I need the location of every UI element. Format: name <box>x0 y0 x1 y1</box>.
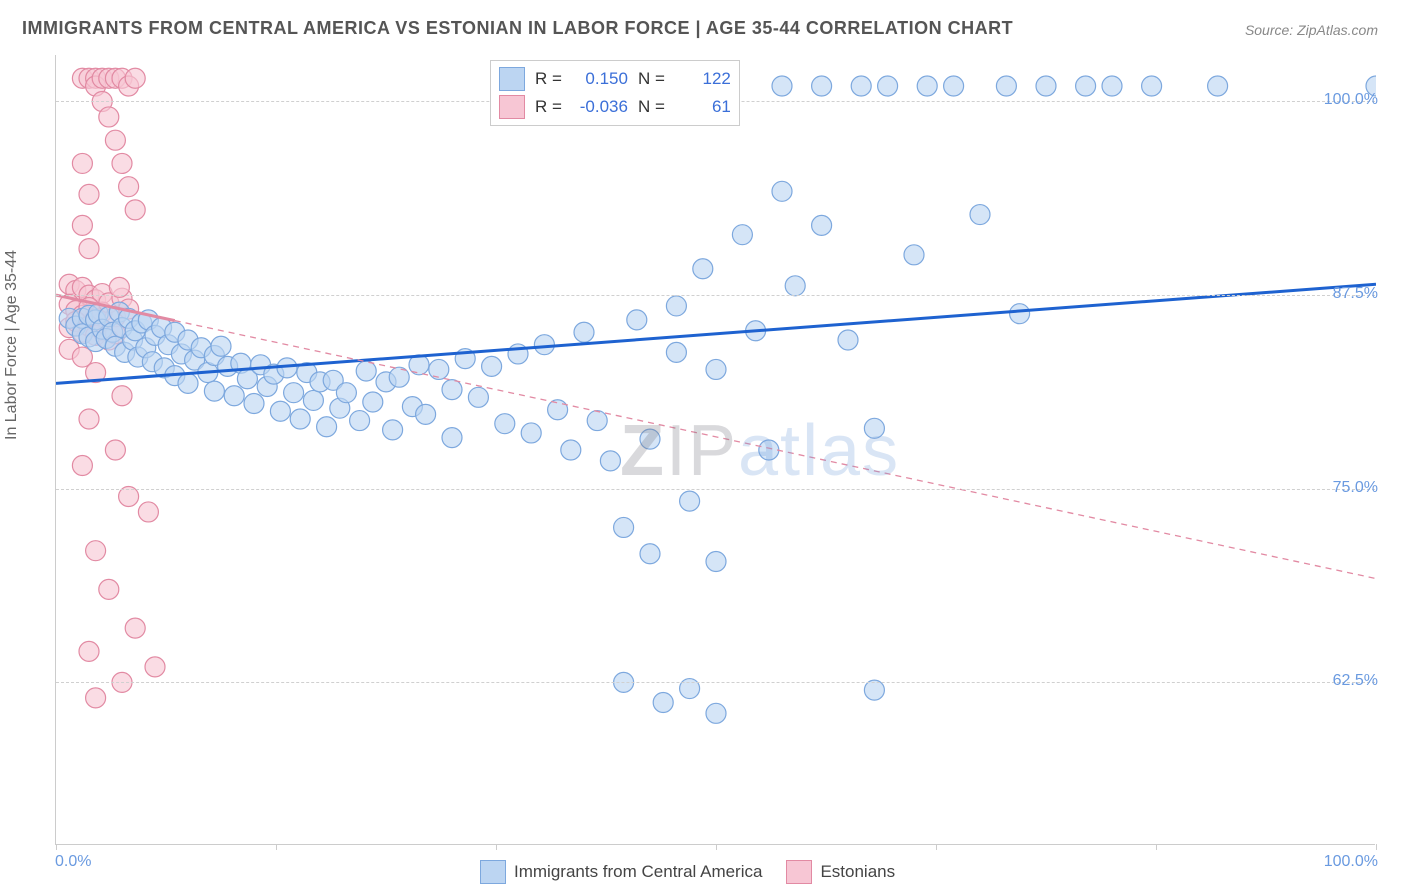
scatter-svg <box>56 55 1376 845</box>
r-value: 0.150 <box>572 69 628 89</box>
n-value: 61 <box>675 97 731 117</box>
y-axis-label: In Labor Force | Age 35-44 <box>3 250 21 440</box>
legend-swatch-pink <box>499 95 525 119</box>
r-value: -0.036 <box>572 97 628 117</box>
r-label: R = <box>535 69 562 89</box>
legend-label: Estonians <box>820 862 895 882</box>
r-label: R = <box>535 97 562 117</box>
correlation-legend: R = 0.150 N = 122 R = -0.036 N = 61 <box>490 60 740 126</box>
legend-swatch-pink <box>786 860 812 884</box>
legend-swatch-blue <box>499 67 525 91</box>
legend-item-blue: Immigrants from Central America <box>480 860 762 884</box>
legend-label: Immigrants from Central America <box>514 862 762 882</box>
n-value: 122 <box>675 69 731 89</box>
legend-item-pink: Estonians <box>786 860 895 884</box>
source-attribution: Source: ZipAtlas.com <box>1245 22 1378 38</box>
legend-row-series-1: R = 0.150 N = 122 <box>499 65 731 93</box>
plot-area <box>55 55 1375 845</box>
n-label: N = <box>638 97 665 117</box>
n-label: N = <box>638 69 665 89</box>
legend-row-series-2: R = -0.036 N = 61 <box>499 93 731 121</box>
legend-swatch-blue <box>480 860 506 884</box>
chart-title: IMMIGRANTS FROM CENTRAL AMERICA VS ESTON… <box>22 18 1013 39</box>
series-legend: Immigrants from Central America Estonian… <box>480 860 895 884</box>
